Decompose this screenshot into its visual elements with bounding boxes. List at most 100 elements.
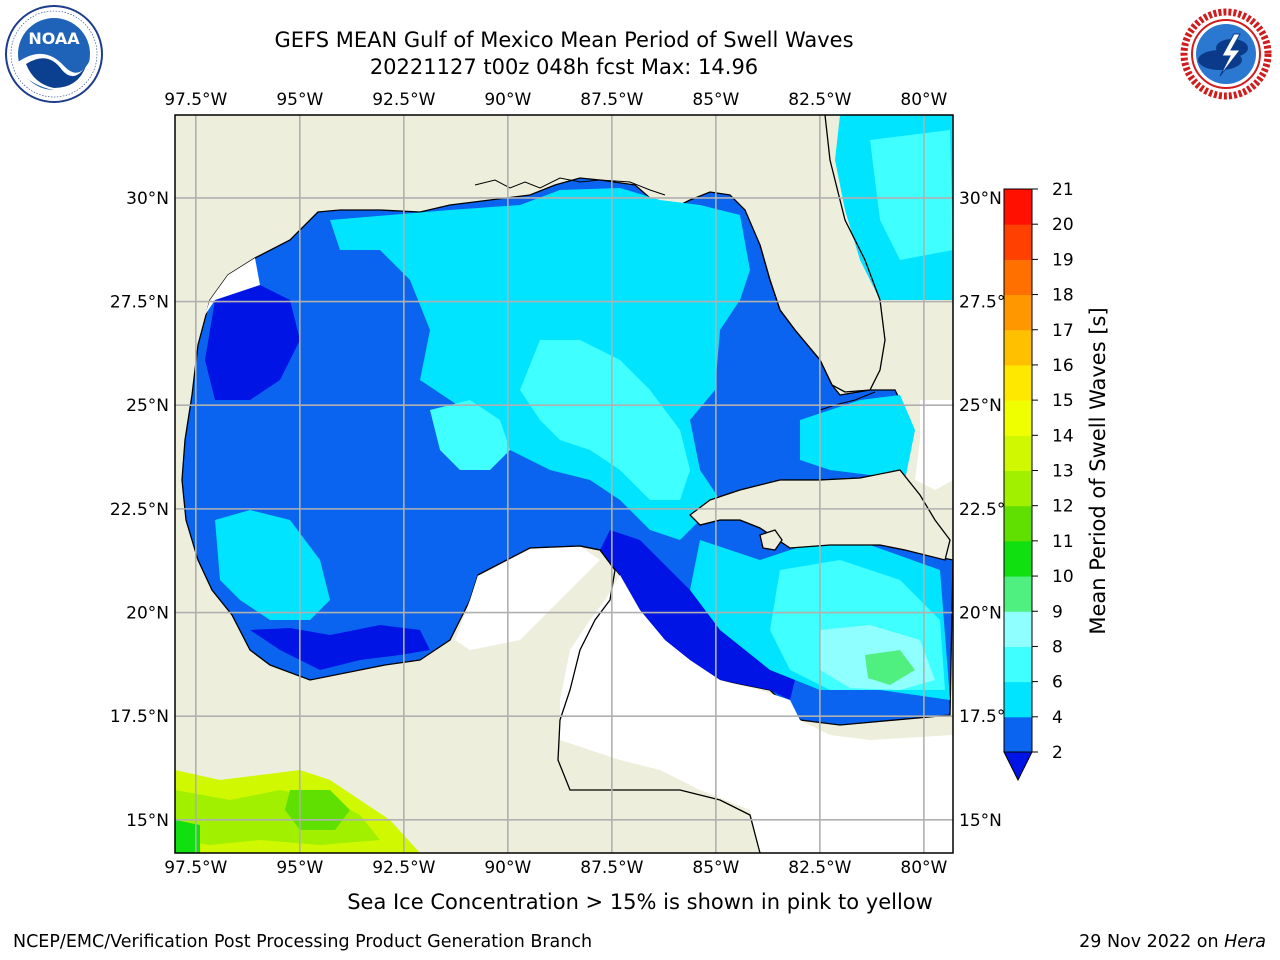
swell-6s-region xyxy=(430,400,510,470)
lat-labels-right: 30°N 27.5°N 25°N 22.5°N 20°N 17.5°N 15°N xyxy=(959,189,1018,831)
yucatan-coastline xyxy=(477,545,761,853)
colorbar-segment xyxy=(1004,224,1032,260)
lon-tick-label: 87.5°W xyxy=(580,858,643,878)
footer-date: 29 Nov 2022 on Hera xyxy=(1079,932,1266,952)
missing-data-region xyxy=(205,258,260,315)
lon-tick-label: 85°W xyxy=(692,858,739,878)
lon-labels-bottom: 97.5°W 95°W 92.5°W 90°W 87.5°W 85°W 82.5°W 80°W xyxy=(164,858,947,878)
lat-labels-left: 30°N 27.5°N 25°N 22.5°N 20°N 17.5°N 15°N xyxy=(110,189,169,831)
lat-tick-label: 25°N xyxy=(959,396,1002,416)
lat-tick-label: 17.5°N xyxy=(110,707,169,727)
lon-tick-label: 95°W xyxy=(276,90,323,110)
chart-subtitle: 20221127 t00z 048h fcst Max: 14.96 xyxy=(369,55,759,79)
swell-6s-region xyxy=(870,130,953,260)
colorbar-tick-label: 13 xyxy=(1052,462,1074,482)
nws-logo xyxy=(1178,6,1274,102)
colorbar-segment xyxy=(1004,681,1032,718)
lon-tick-label: 95°W xyxy=(276,858,323,878)
colorbar-tick-label: 10 xyxy=(1052,567,1074,587)
colorbar-segment xyxy=(1004,329,1032,366)
lon-tick-label: 85°W xyxy=(692,90,739,110)
colorbar-segment xyxy=(1004,540,1032,577)
colorbar-tick-label: 21 xyxy=(1052,180,1074,200)
footer-date-text: 29 Nov 2022 on xyxy=(1079,932,1225,952)
lat-tick-label: 30°N xyxy=(126,189,169,209)
footer-host: Hera xyxy=(1224,932,1266,952)
bay-coastline xyxy=(474,177,666,196)
lon-tick-label: 97.5°W xyxy=(164,858,227,878)
svg-text:NOAA: NOAA xyxy=(28,29,80,48)
missing-data-region xyxy=(560,575,953,853)
swell-2s-region xyxy=(250,625,430,670)
lon-tick-label: 80°W xyxy=(900,858,947,878)
colorbar-tick-label: 17 xyxy=(1052,321,1074,341)
colorbar-segment xyxy=(1004,576,1032,612)
colorbar: 2 4 6 8 9 10 11 12 13 14 15 16 17 18 19 20 21 xyxy=(1003,180,1074,782)
colorbar-label: Mean Period of Swell Waves [s] xyxy=(1086,307,1110,634)
swell-2s-region xyxy=(205,285,300,400)
colorbar-extend-arrow xyxy=(1003,751,1033,782)
colorbar-segment xyxy=(1004,435,1032,471)
lon-tick-label: 90°W xyxy=(484,90,531,110)
lat-tick-label: 27.5°N xyxy=(959,293,1018,313)
colorbar-tick-label: 11 xyxy=(1052,532,1074,552)
island-coastline xyxy=(759,529,783,551)
colorbar-tick-label: 16 xyxy=(1052,356,1074,376)
colorbar-segment xyxy=(1004,259,1032,296)
lat-tick-label: 22.5°N xyxy=(110,500,169,520)
lat-tick-label: 20°N xyxy=(959,604,1002,624)
swell-6s-region xyxy=(520,340,690,500)
colorbar-tick-label: 12 xyxy=(1052,497,1074,517)
map-frame xyxy=(174,114,954,854)
footer-credit: NCEP/EMC/Verification Post Processing Pr… xyxy=(13,932,593,952)
map-area xyxy=(175,115,953,853)
colorbar-tick-label: 8 xyxy=(1052,637,1063,657)
keys-coastline xyxy=(819,391,876,411)
lon-tick-label: 92.5°W xyxy=(372,858,435,878)
lat-tick-label: 15°N xyxy=(959,811,1002,831)
colorbar-segment xyxy=(1004,364,1032,401)
colorbar-tick-label: 4 xyxy=(1052,708,1063,728)
lon-tick-label: 97.5°W xyxy=(164,90,227,110)
lat-tick-label: 30°N xyxy=(959,189,1002,209)
lon-tick-label: 87.5°W xyxy=(580,90,643,110)
lat-tick-label: 27.5°N xyxy=(110,293,169,313)
colorbar-tick-label: 18 xyxy=(1052,286,1074,306)
lat-tick-label: 22.5°N xyxy=(959,500,1018,520)
swell-9s-region xyxy=(865,650,915,685)
colorbar-segment xyxy=(1004,646,1032,683)
colorbar-segment xyxy=(1004,716,1032,753)
colorbar-segment xyxy=(1004,505,1032,542)
colorbar-segment xyxy=(1004,611,1032,647)
missing-data-region xyxy=(455,546,600,650)
florida-coastline xyxy=(759,115,886,393)
lon-tick-label: 90°W xyxy=(484,858,531,878)
lat-tick-label: 25°N xyxy=(126,396,169,416)
colorbar-tick-label: 14 xyxy=(1052,426,1074,446)
missing-data-region xyxy=(915,400,953,490)
colorbar-tick-label: 9 xyxy=(1052,602,1063,622)
lat-tick-label: 20°N xyxy=(126,604,169,624)
colorbar-segment xyxy=(1004,294,1032,331)
lon-tick-label: 82.5°W xyxy=(788,858,851,878)
colorbar-tick-label: 2 xyxy=(1052,743,1063,763)
swell-4s-region xyxy=(800,395,915,480)
lat-tick-label: 17.5°N xyxy=(959,707,1018,727)
colorbar-tick-label: 20 xyxy=(1052,215,1074,235)
noaa-logo: NOAA xyxy=(5,5,103,103)
colorbar-tick-label: 6 xyxy=(1052,673,1063,693)
colorbar-segment xyxy=(1004,400,1032,436)
gridlines xyxy=(175,115,953,853)
colorbar-tick-label: 15 xyxy=(1052,391,1074,411)
colorbar-segment xyxy=(1004,470,1032,507)
colorbar-segment xyxy=(1004,189,1032,225)
lon-tick-label: 92.5°W xyxy=(372,90,435,110)
lon-labels-top: 97.5°W 95°W 92.5°W 90°W 87.5°W 85°W 82.5°W 80°W xyxy=(164,90,947,110)
lon-tick-label: 82.5°W xyxy=(788,90,851,110)
lon-tick-label: 80°W xyxy=(900,90,947,110)
sea-ice-note: Sea Ice Concentration > 15% is shown in … xyxy=(347,890,933,914)
lat-tick-label: 15°N xyxy=(126,811,169,831)
colorbar-tick-label: 19 xyxy=(1052,250,1074,270)
swell-4s-region xyxy=(215,510,330,620)
